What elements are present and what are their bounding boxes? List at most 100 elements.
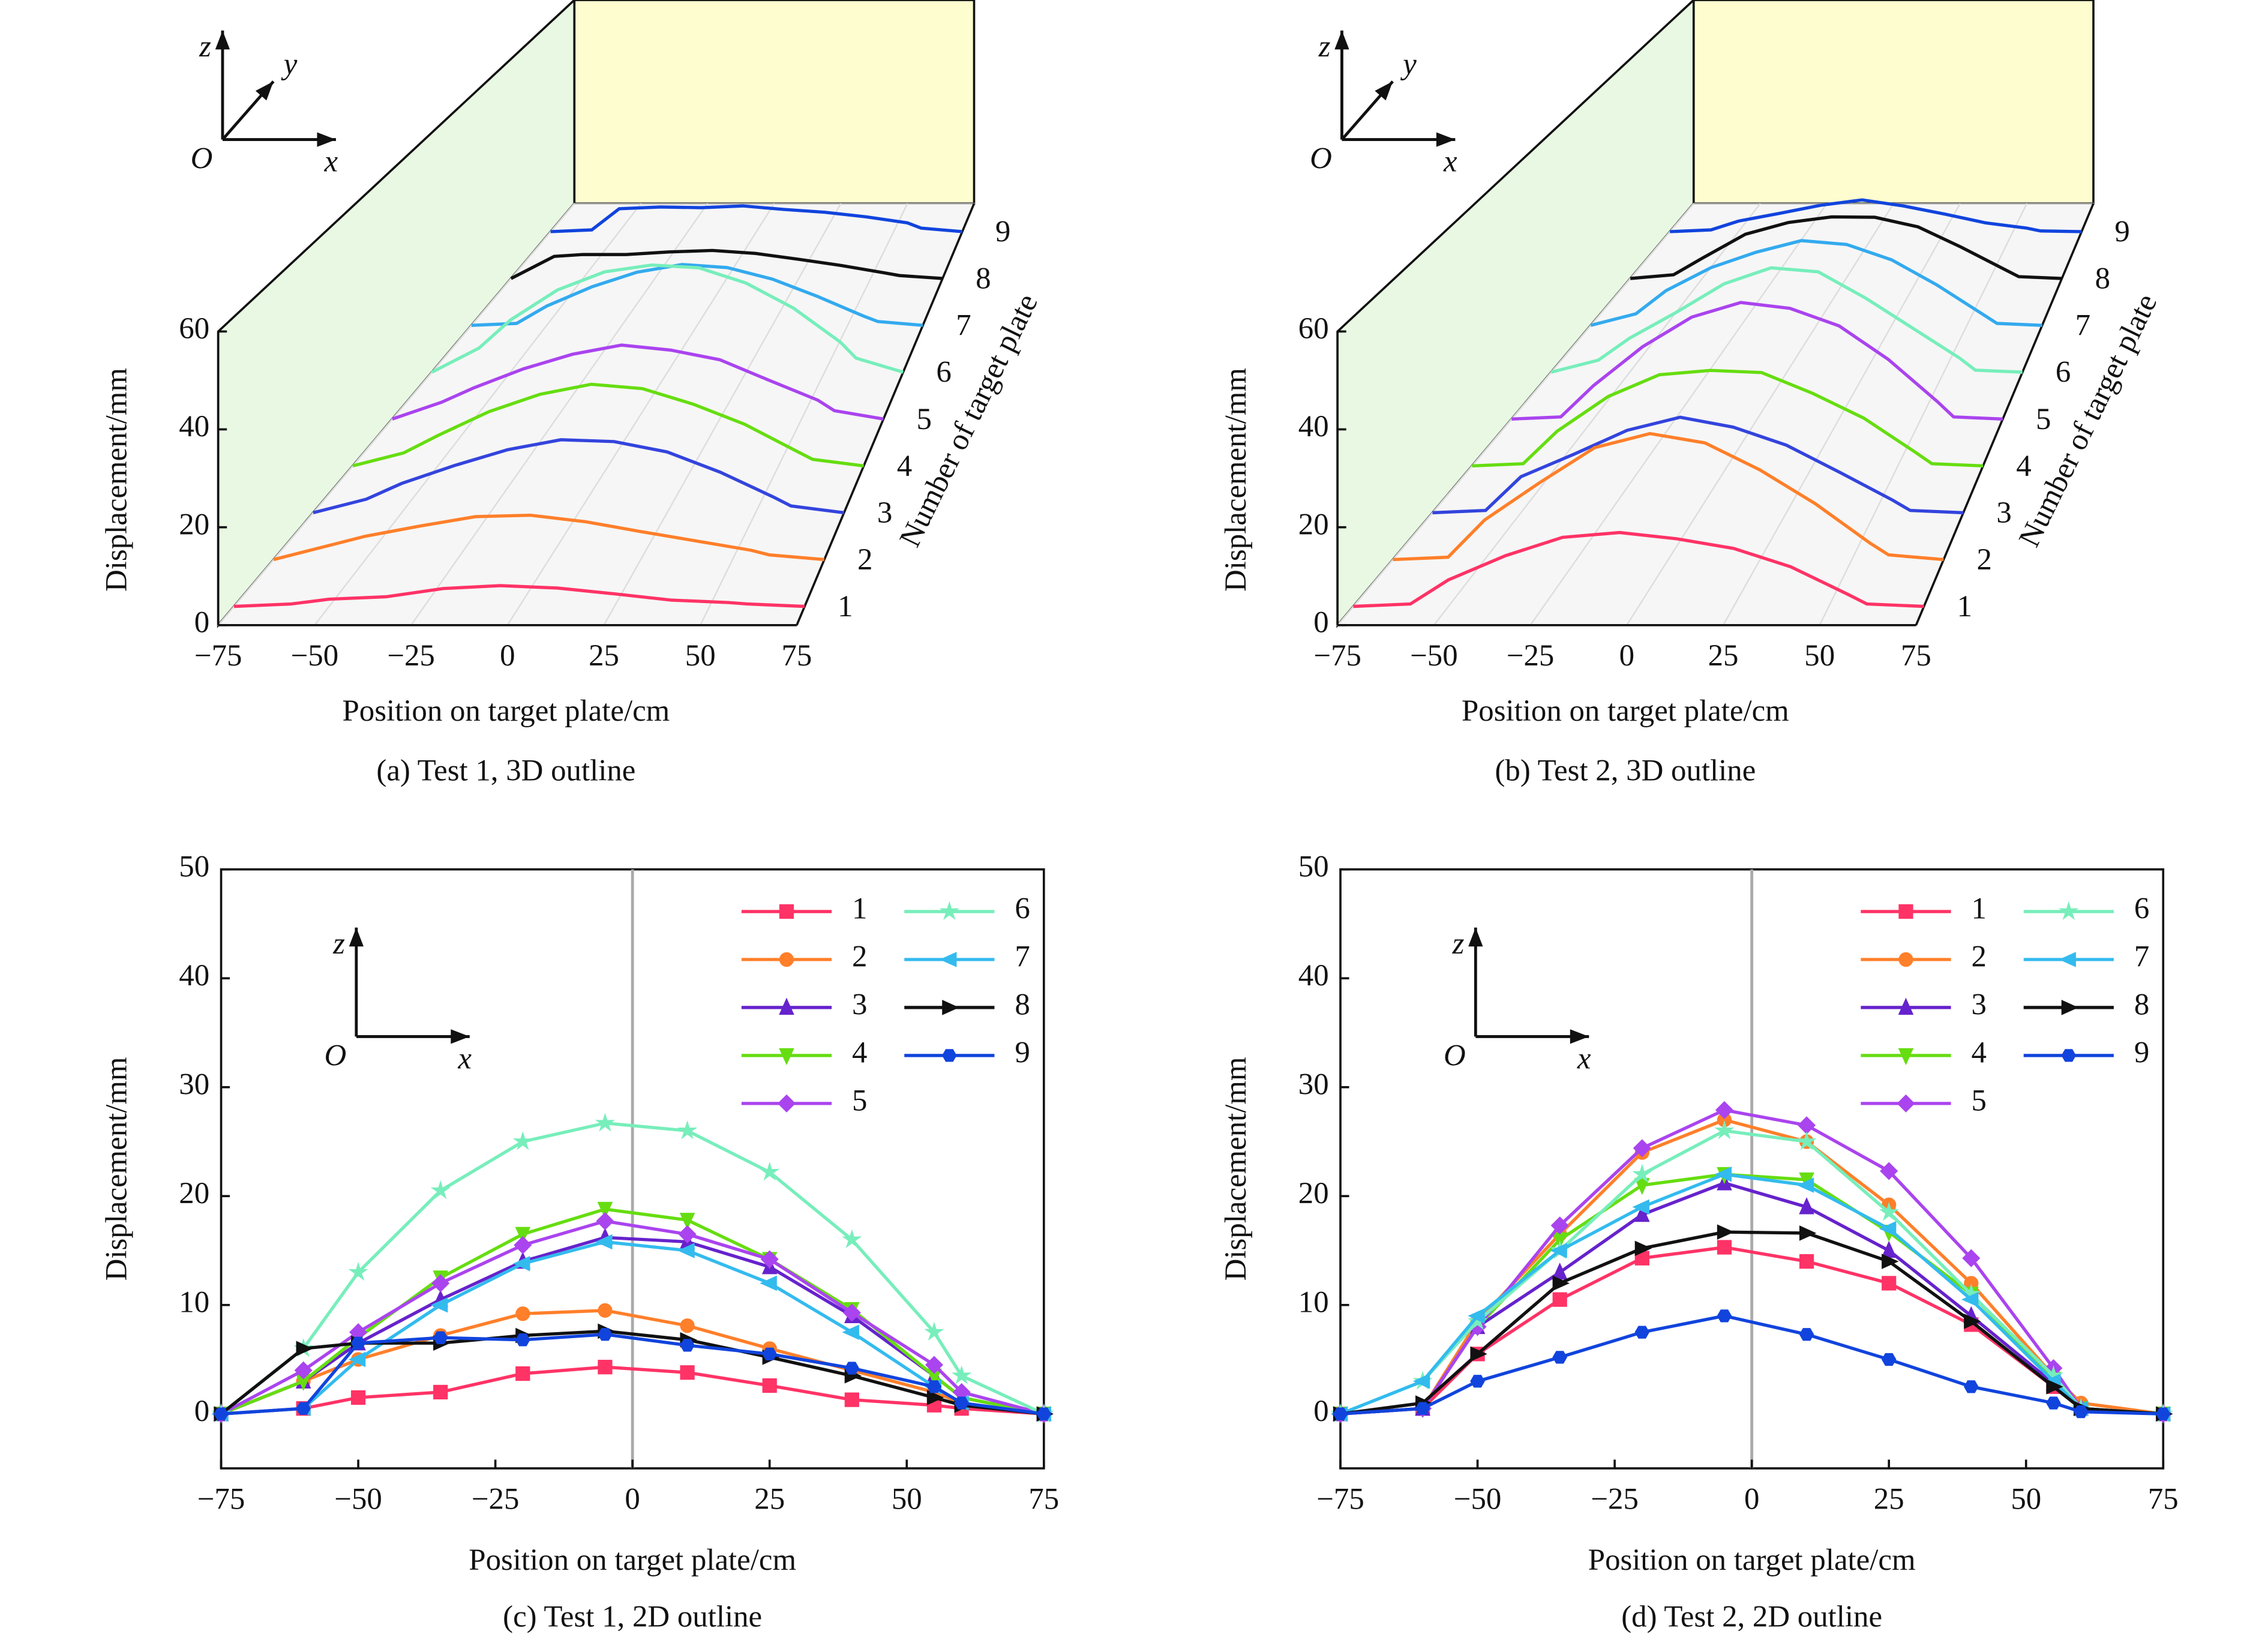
z-tick-label: 20 — [1298, 508, 1329, 541]
marker — [1961, 1291, 1979, 1308]
marker — [1333, 1407, 1348, 1420]
floor-grid — [506, 203, 775, 626]
depth-tick-label: 4 — [2016, 449, 2031, 483]
x-axis-label: Position on target plate/cm — [1462, 694, 1789, 728]
x-tick-label: −25 — [387, 639, 435, 673]
x-tick-label: −25 — [472, 1482, 520, 1516]
depth-tick-label: 1 — [838, 590, 853, 623]
marker — [1552, 1263, 1568, 1280]
marker — [678, 1225, 697, 1243]
marker — [1717, 1240, 1732, 1255]
marker — [515, 1366, 530, 1381]
icon-arrowhead — [1334, 30, 1349, 50]
marker — [1964, 1314, 1981, 1329]
series-line — [1590, 239, 2042, 327]
x-tick-label: −25 — [1591, 1482, 1639, 1516]
marker — [677, 1243, 695, 1258]
marker — [1634, 1326, 1650, 1339]
marker — [1964, 1380, 1979, 1393]
legend-label: 2 — [852, 940, 867, 974]
marker — [1714, 1120, 1735, 1140]
marker — [296, 1402, 311, 1415]
marker — [2059, 952, 2076, 967]
series-line — [431, 263, 904, 374]
y-tick-label: 50 — [179, 850, 209, 883]
marker — [348, 1261, 368, 1281]
x-axis-label: Position on target plate/cm — [343, 694, 670, 728]
icon-label: y — [1400, 47, 1417, 81]
marker — [1798, 1116, 1816, 1135]
depth-tick-label: 3 — [1996, 496, 2011, 530]
legend-label: 5 — [852, 1084, 867, 1118]
depth-tick-label: 4 — [897, 449, 912, 483]
series-line — [1432, 415, 1964, 515]
marker — [760, 1275, 777, 1291]
marker — [433, 1331, 448, 1344]
marker — [2061, 1049, 2077, 1062]
marker — [1552, 1275, 1570, 1291]
marker — [2046, 1396, 2061, 1410]
z-tick-label: 0 — [194, 605, 209, 639]
icon-arrowhead — [1375, 81, 1393, 101]
marker — [1799, 1254, 1814, 1269]
marker — [760, 1250, 779, 1269]
series-line — [1353, 530, 1924, 608]
marker — [677, 1120, 698, 1140]
y-axis-label: Displacement/mm — [1219, 1057, 1253, 1281]
marker — [595, 1113, 616, 1132]
legend-label: 3 — [852, 988, 867, 1022]
series-line — [1550, 266, 2023, 374]
x-tick-label: 0 — [1619, 639, 1634, 673]
depth-tick-label: 1 — [1957, 590, 1972, 623]
marker — [926, 1390, 944, 1405]
back-wall — [1692, 0, 2095, 205]
legend-marker — [2059, 952, 2076, 967]
y-axis-label: Displacement/mm — [1219, 368, 1253, 592]
marker — [926, 1380, 942, 1393]
legend-marker — [777, 1094, 796, 1113]
x-tick-label: 75 — [2148, 1482, 2179, 1516]
x-tick-label: 25 — [1874, 1482, 1904, 1516]
marker — [1715, 1101, 1733, 1119]
x-axis-label: Position on target plate/cm — [1588, 1543, 1916, 1577]
marker — [842, 1303, 861, 1322]
legend-label: 9 — [1015, 1036, 1030, 1070]
marker — [2155, 1407, 2171, 1420]
x-tick-label: −75 — [197, 1482, 245, 1516]
y-tick-label: 40 — [1298, 959, 1329, 993]
icon-label: x — [1577, 1042, 1591, 1075]
marker — [1412, 1373, 1430, 1389]
marker — [296, 1341, 313, 1357]
marker — [515, 1306, 530, 1321]
icon-label: z — [332, 927, 345, 961]
marker — [515, 1333, 530, 1347]
depth-tick-label: 2 — [857, 543, 872, 577]
series-line — [352, 382, 864, 467]
legend-label: 3 — [1971, 988, 1986, 1022]
legend-marker — [1898, 997, 1914, 1015]
marker — [942, 1049, 957, 1062]
z-tick-label: 20 — [179, 508, 209, 541]
marker — [952, 1365, 972, 1384]
icon-arrowhead — [317, 132, 336, 147]
x-tick-label: 75 — [1028, 1482, 1059, 1516]
marker — [1898, 997, 1914, 1015]
series-line — [510, 248, 943, 280]
marker — [598, 1360, 613, 1375]
marker — [1717, 1309, 1732, 1323]
marker — [1898, 904, 1913, 919]
icon-label: z — [1318, 30, 1331, 64]
series-line — [1340, 1230, 2164, 1416]
depth-tick-label: 7 — [2075, 309, 2090, 343]
x-tick-label: 50 — [685, 639, 716, 673]
marker — [1634, 1240, 1652, 1257]
x-tick-label: −25 — [1507, 639, 1555, 673]
marker — [1882, 1276, 1897, 1291]
x-tick-label: 50 — [2011, 1482, 2041, 1516]
y-tick-label: 20 — [1298, 1177, 1329, 1210]
depth-tick-label: 5 — [2036, 403, 2051, 436]
marker — [1881, 1353, 1897, 1366]
marker — [1796, 1131, 1817, 1150]
